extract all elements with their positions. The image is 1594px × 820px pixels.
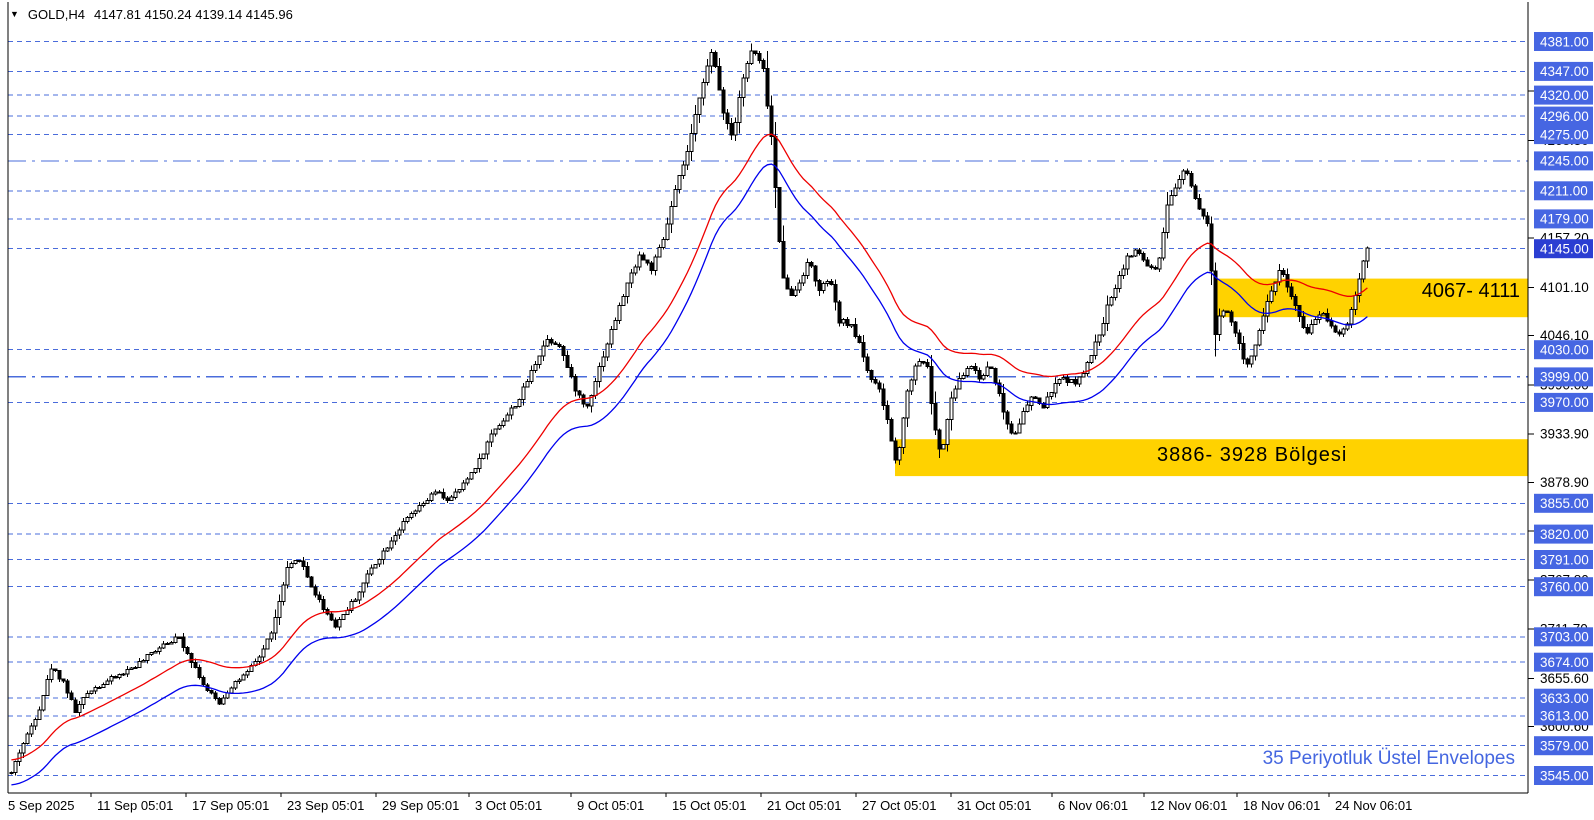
svg-text:3633.00: 3633.00 bbox=[1540, 691, 1589, 706]
price-level-label-4211[interactable]: 4211.00 bbox=[1534, 181, 1593, 201]
price-level-label-4030[interactable]: 4030.00 bbox=[1534, 340, 1593, 360]
svg-text:3760.00: 3760.00 bbox=[1540, 580, 1589, 595]
svg-text:3999.00: 3999.00 bbox=[1540, 370, 1589, 385]
svg-text:4296.00: 4296.00 bbox=[1540, 109, 1589, 124]
svg-text:3545.00: 3545.00 bbox=[1540, 768, 1589, 783]
svg-text:4145.00: 4145.00 bbox=[1540, 242, 1589, 257]
date-label: 15 Oct 05:01 bbox=[672, 798, 746, 813]
date-label: 6 Nov 06:01 bbox=[1058, 798, 1128, 813]
price-level-label-4347[interactable]: 4347.00 bbox=[1534, 61, 1593, 81]
date-label: 23 Sep 05:01 bbox=[287, 798, 364, 813]
price-level-label-3760[interactable]: 3760.00 bbox=[1534, 577, 1593, 597]
ohlc-values: 4147.81 4150.24 4139.14 4145.96 bbox=[94, 6, 293, 22]
price-level-label-3791[interactable]: 3791.00 bbox=[1534, 550, 1593, 569]
price-level-label-3545[interactable]: 3545.00 bbox=[1534, 766, 1593, 785]
price-level-label-4381[interactable]: 4381.00 bbox=[1534, 32, 1593, 51]
svg-text:4320.00: 4320.00 bbox=[1540, 88, 1589, 103]
svg-text:3703.00: 3703.00 bbox=[1540, 630, 1589, 645]
price-level-label-3970[interactable]: 3970.00 bbox=[1534, 392, 1593, 412]
svg-text:3791.00: 3791.00 bbox=[1540, 552, 1589, 567]
svg-text:3579.00: 3579.00 bbox=[1540, 739, 1589, 754]
symbol-marker-icon: ▼ bbox=[10, 8, 19, 19]
svg-text:3613.00: 3613.00 bbox=[1540, 709, 1589, 724]
date-label: 31 Oct 05:01 bbox=[957, 798, 1031, 813]
price-level-label-4320[interactable]: 4320.00 bbox=[1534, 85, 1593, 105]
y-axis-tick: 4101.10 bbox=[1540, 280, 1589, 295]
zone-label-3886-3928: 3886- 3928 Bölgesi bbox=[1157, 444, 1348, 466]
date-label: 11 Sep 05:01 bbox=[97, 798, 173, 813]
price-level-label-3855[interactable]: 3855.00 bbox=[1534, 493, 1593, 513]
plot-borders bbox=[7, 2, 1529, 794]
svg-text:3820.00: 3820.00 bbox=[1540, 527, 1589, 542]
svg-text:4381.00: 4381.00 bbox=[1540, 34, 1589, 49]
envelope-lower-line bbox=[11, 163, 1368, 786]
price-level-label-4245[interactable]: 4245.00 bbox=[1534, 151, 1593, 171]
svg-text:4245.00: 4245.00 bbox=[1540, 154, 1589, 169]
price-level-label-3613[interactable]: 3613.00 bbox=[1534, 706, 1593, 726]
price-level-label-3579[interactable]: 3579.00 bbox=[1534, 736, 1593, 756]
y-axis-tick: 3655.60 bbox=[1540, 671, 1589, 686]
zone-rect-1[interactable] bbox=[895, 439, 1528, 477]
envelope-upper-line bbox=[11, 133, 1368, 761]
candles-layer bbox=[9, 43, 1370, 776]
price-level-label-4296[interactable]: 4296.00 bbox=[1534, 106, 1593, 126]
date-label: 21 Oct 05:01 bbox=[767, 798, 841, 813]
svg-text:3970.00: 3970.00 bbox=[1540, 395, 1589, 410]
price-level-label-4179[interactable]: 4179.00 bbox=[1534, 209, 1593, 229]
price-level-label-3633[interactable]: 3633.00 bbox=[1534, 688, 1593, 708]
y-axis-tick: 4046.10 bbox=[1540, 328, 1589, 343]
svg-text:3855.00: 3855.00 bbox=[1540, 496, 1589, 511]
price-level-label-3999[interactable]: 3999.00 bbox=[1534, 367, 1593, 387]
svg-text:4275.00: 4275.00 bbox=[1540, 127, 1589, 142]
date-label: 29 Sep 05:01 bbox=[382, 798, 459, 813]
price-level-label-4275[interactable]: 4275.00 bbox=[1534, 125, 1593, 145]
date-label: 9 Oct 05:01 bbox=[577, 798, 644, 813]
price-level-label-3820[interactable]: 3820.00 bbox=[1534, 524, 1593, 544]
date-label: 5 Sep 2025 bbox=[8, 798, 75, 813]
date-label: 18 Nov 06:01 bbox=[1243, 798, 1320, 813]
svg-text:3674.00: 3674.00 bbox=[1540, 655, 1589, 670]
svg-text:4179.00: 4179.00 bbox=[1540, 212, 1589, 227]
price-level-label-3674[interactable]: 3674.00 bbox=[1534, 652, 1593, 672]
svg-text:4347.00: 4347.00 bbox=[1540, 64, 1589, 79]
price-level-label-3703[interactable]: 3703.00 bbox=[1534, 627, 1593, 647]
date-label: 3 Oct 05:01 bbox=[475, 798, 542, 813]
date-label: 17 Sep 05:01 bbox=[192, 798, 269, 813]
price-level-label-4145[interactable]: 4145.00 bbox=[1534, 239, 1593, 259]
svg-text:4211.00: 4211.00 bbox=[1540, 184, 1588, 199]
svg-text:4030.00: 4030.00 bbox=[1540, 343, 1589, 358]
date-label: 27 Oct 05:01 bbox=[862, 798, 936, 813]
y-axis-tick: 3933.90 bbox=[1540, 427, 1589, 442]
symbol-period-label: GOLD,H4 bbox=[27, 6, 85, 22]
y-axis-tick: 3878.90 bbox=[1540, 475, 1589, 490]
envelope-note: 35 Periyotluk Üstel Envelopes bbox=[1262, 748, 1515, 769]
chart-title: ▼ GOLD,H4 4147.81 4150.24 4139.14 4145.9… bbox=[10, 5, 293, 23]
date-label: 12 Nov 06:01 bbox=[1150, 798, 1227, 813]
date-label: 24 Nov 06:01 bbox=[1335, 798, 1412, 813]
zone-label-4067-4111: 4067- 4111 bbox=[1421, 280, 1520, 302]
